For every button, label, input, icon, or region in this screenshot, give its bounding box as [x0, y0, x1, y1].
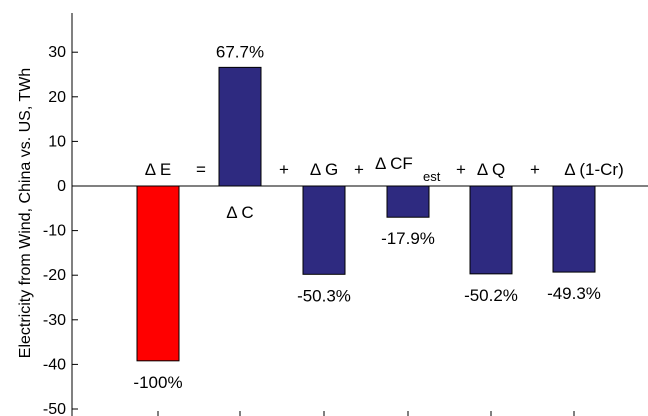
- y-tick-label: 0: [57, 178, 66, 195]
- equals-sign: =: [196, 160, 206, 179]
- plus-sign: +: [279, 160, 289, 179]
- y-tick-label: 10: [48, 133, 66, 150]
- bar: [302, 185, 346, 275]
- plus-sign: +: [530, 160, 540, 179]
- y-tick-label: -10: [43, 223, 66, 240]
- bar: [386, 185, 430, 218]
- term-delta-1-cr: Δ (1-Cr): [564, 160, 624, 179]
- y-tick-label: -30: [43, 312, 66, 329]
- data-labels: -100% 67.7% -50.3% -17.9% -50.2% -49.3%: [133, 42, 601, 391]
- plus-sign: +: [456, 160, 466, 179]
- y-tick-label: 30: [48, 44, 66, 61]
- y-tick-label: 20: [48, 89, 66, 106]
- bar: [552, 185, 596, 273]
- data-label: -49.3%: [547, 284, 601, 303]
- data-label: -50.3%: [297, 286, 351, 305]
- data-label: -17.9%: [381, 229, 435, 248]
- y-tick-label: -40: [43, 356, 66, 373]
- data-label: -100%: [133, 373, 182, 392]
- term-delta-q: Δ Q: [477, 160, 505, 179]
- y-tick-label: -20: [43, 267, 66, 284]
- bar: [469, 185, 513, 275]
- equation-labels: Δ E = Δ C + Δ G + Δ CF est + Δ Q + Δ (1-Cr): [145, 154, 624, 222]
- bar: [136, 185, 180, 362]
- term-delta-cf: Δ CF: [375, 154, 413, 173]
- bars: [136, 66, 596, 362]
- term-delta-e: Δ E: [145, 160, 171, 179]
- term-delta-c: Δ C: [226, 203, 253, 222]
- y-axis-label: Electricity from Wind, China vs. US, TWh: [17, 68, 34, 358]
- bar: [218, 66, 262, 187]
- term-delta-cf-subscript: est: [423, 169, 441, 184]
- term-delta-g: Δ G: [310, 160, 338, 179]
- plus-sign: +: [354, 160, 364, 179]
- y-tick-label: -50: [43, 401, 66, 416]
- data-label: -50.2%: [464, 286, 518, 305]
- data-label: 67.7%: [216, 42, 264, 61]
